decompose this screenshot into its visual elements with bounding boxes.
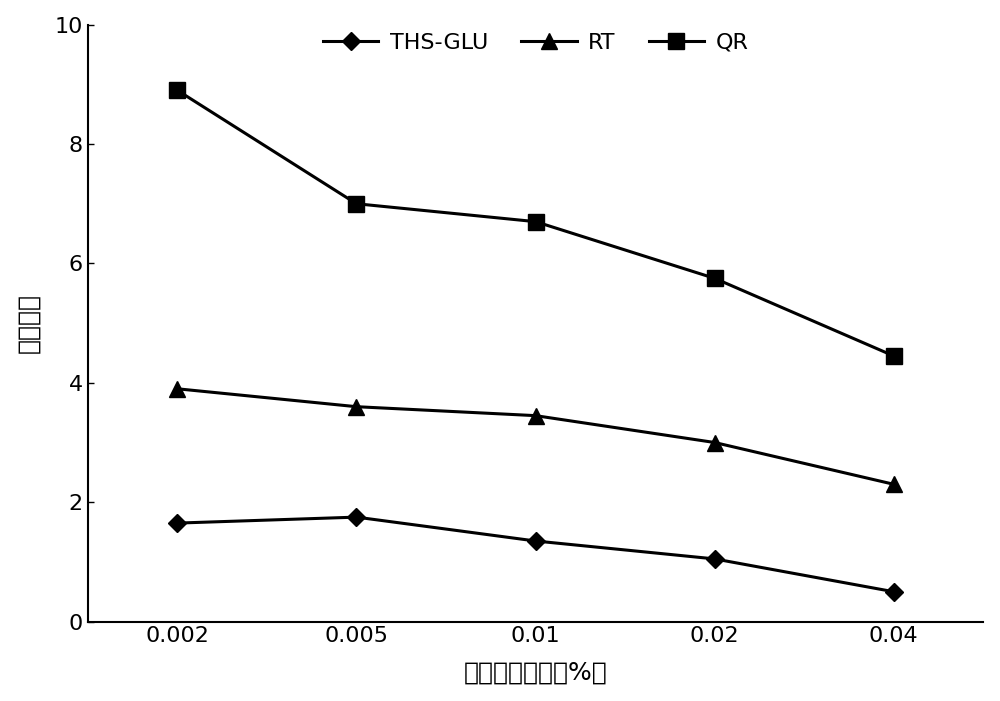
QR — [171, 86, 183, 95]
RT — [171, 385, 183, 393]
THS-GLU — [530, 537, 542, 545]
Line: THS-GLU: THS-GLU — [171, 511, 900, 598]
QR — [888, 352, 900, 360]
RT — [709, 438, 721, 447]
THS-GLU — [888, 587, 900, 596]
Y-axis label: 响应面积: 响应面积 — [17, 293, 41, 353]
THS-GLU — [709, 554, 721, 563]
THS-GLU — [171, 519, 183, 527]
X-axis label: 甲酸添加浓度（%）: 甲酸添加浓度（%） — [464, 660, 607, 684]
RT — [350, 402, 362, 411]
RT — [888, 480, 900, 489]
QR — [530, 217, 542, 226]
Line: RT: RT — [170, 381, 901, 492]
QR — [709, 274, 721, 283]
Line: QR: QR — [170, 83, 901, 364]
THS-GLU — [350, 513, 362, 522]
RT — [530, 411, 542, 420]
Legend: THS-GLU, RT, QR: THS-GLU, RT, QR — [314, 24, 757, 62]
QR — [350, 200, 362, 208]
